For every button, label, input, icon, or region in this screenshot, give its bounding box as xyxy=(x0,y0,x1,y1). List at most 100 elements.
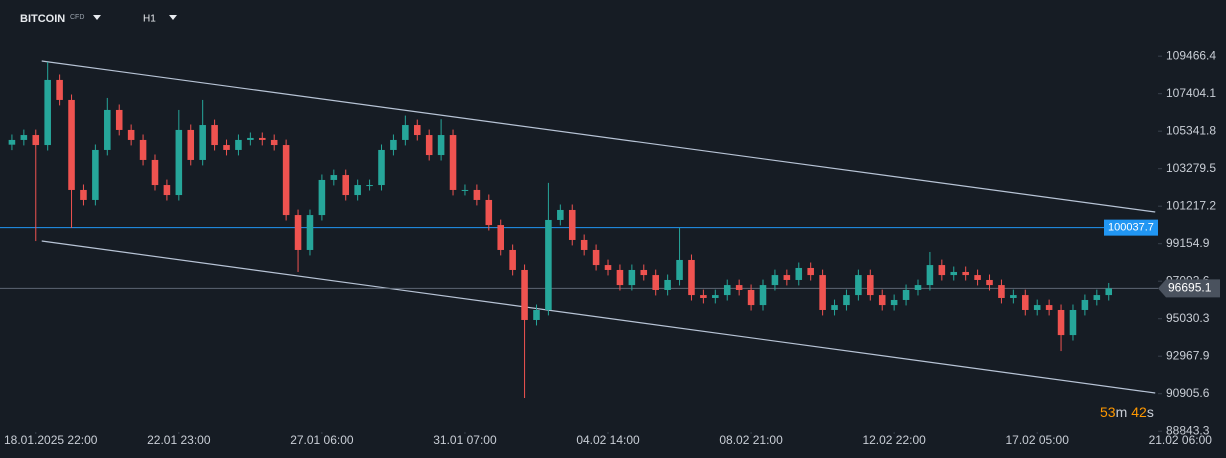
candle-body xyxy=(139,139,147,160)
y-tick-label: 101217.2 xyxy=(1166,198,1216,212)
candle-body xyxy=(20,135,28,140)
candle-body xyxy=(938,265,946,276)
candle-body xyxy=(640,269,648,276)
countdown-minutes: 53 xyxy=(1100,404,1116,420)
x-tick-label: 31.01 07:00 xyxy=(433,433,497,447)
price-label: 100037.7 xyxy=(1108,222,1154,234)
candle-body xyxy=(235,139,242,150)
trend-line xyxy=(41,60,1156,213)
candle-body xyxy=(819,275,826,310)
candle-body xyxy=(211,125,218,146)
candle-body xyxy=(676,259,683,280)
candle-body xyxy=(80,189,87,200)
candle-body xyxy=(580,239,588,250)
price-label-box xyxy=(1104,219,1158,236)
candle-body xyxy=(723,285,731,296)
countdown-seconds-unit: s xyxy=(1147,404,1154,420)
candle-body xyxy=(712,295,719,298)
candle-body xyxy=(1081,299,1089,310)
candle-body xyxy=(390,139,397,150)
candle-body xyxy=(926,265,934,286)
candle-body xyxy=(318,179,326,216)
countdown-seconds: 42 xyxy=(1131,404,1147,420)
y-tick-label: 99154.9 xyxy=(1166,236,1210,250)
candle-body xyxy=(855,275,862,296)
y-tick-label: 105341.8 xyxy=(1166,123,1216,137)
candle-body xyxy=(1033,305,1041,310)
candle-body xyxy=(282,145,290,216)
symbol-dropdown[interactable] xyxy=(93,15,101,20)
x-tick-label: 04.02 14:00 xyxy=(576,433,640,447)
candle-body xyxy=(1010,295,1017,298)
y-tick-label: 92967.9 xyxy=(1166,348,1210,362)
candle-body xyxy=(92,149,99,200)
candle-body xyxy=(878,295,886,306)
candle-body xyxy=(127,129,135,140)
countdown: 53m 42s xyxy=(1100,404,1154,420)
y-tick-label: 109466.4 xyxy=(1166,48,1216,62)
candle-body xyxy=(104,109,111,150)
candle-body xyxy=(652,275,659,290)
plot xyxy=(0,60,1158,398)
candle-body xyxy=(497,225,504,250)
candle-body xyxy=(890,299,898,306)
candle-body xyxy=(783,275,791,280)
candle-body xyxy=(1045,305,1053,310)
y-tick-label: 95030.3 xyxy=(1166,311,1210,325)
x-tick-label: 08.02 21:00 xyxy=(719,433,783,447)
candle-body xyxy=(32,135,40,146)
candle-body xyxy=(44,79,51,146)
candle-body xyxy=(294,215,302,250)
candle-body xyxy=(867,275,874,296)
x-tick-label: 27.01 06:00 xyxy=(290,433,354,447)
toolbar: BITCOIN CFD H1 xyxy=(20,13,177,25)
candle-body xyxy=(831,305,838,310)
candle-body xyxy=(1093,295,1101,300)
candle-body xyxy=(342,175,350,196)
y-tick-label: 103279.5 xyxy=(1166,161,1216,175)
candle-body xyxy=(604,265,612,270)
x-tick-label: 12.02 22:00 xyxy=(862,433,926,447)
candle-body xyxy=(115,109,123,130)
candle-body xyxy=(413,125,421,136)
candle-body xyxy=(557,209,564,220)
current-price-box xyxy=(1158,279,1220,298)
y-tick-label: 107404.1 xyxy=(1166,86,1216,100)
candle-body xyxy=(449,135,457,190)
timeframe[interactable]: H1 xyxy=(143,14,156,25)
candle-body xyxy=(592,249,600,266)
candle-body xyxy=(1105,288,1113,296)
candle-body xyxy=(747,289,755,306)
candle-body xyxy=(366,185,373,187)
y-tick-label: 90905.6 xyxy=(1166,386,1210,400)
candle-body xyxy=(545,219,552,310)
candle-body xyxy=(759,285,767,306)
x-tick-label: 17.02 05:00 xyxy=(1006,433,1070,447)
candle-body xyxy=(306,215,314,250)
candle-body xyxy=(568,209,576,240)
candle-body xyxy=(1069,309,1077,336)
candle-body xyxy=(509,249,516,270)
x-tick-label: 22.01 23:00 xyxy=(147,433,211,447)
candle-body xyxy=(533,309,540,320)
candle-body xyxy=(986,279,993,286)
candle-body xyxy=(735,285,743,290)
x-tick-label: 18.01.2025 22:00 xyxy=(4,433,98,447)
candle-body xyxy=(807,267,814,276)
candle-body xyxy=(151,159,159,186)
trend-line xyxy=(41,240,1156,394)
candle-body xyxy=(521,269,528,320)
candle-body xyxy=(56,79,63,100)
candle-body xyxy=(914,285,922,290)
y-tick-label: 88843.3 xyxy=(1166,423,1210,437)
candle-body xyxy=(437,135,445,156)
candle-body xyxy=(485,199,493,226)
candle-body xyxy=(688,259,695,296)
timeframe-dropdown[interactable] xyxy=(169,15,177,20)
symbol[interactable]: BITCOIN xyxy=(20,13,65,25)
candle-body xyxy=(199,125,206,160)
candle-body xyxy=(8,139,16,145)
